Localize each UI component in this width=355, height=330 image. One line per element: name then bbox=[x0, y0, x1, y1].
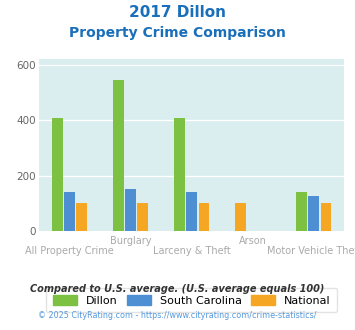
Text: Burglary: Burglary bbox=[110, 236, 151, 246]
Text: All Property Crime: All Property Crime bbox=[25, 246, 114, 256]
Text: Motor Vehicle Theft: Motor Vehicle Theft bbox=[267, 246, 355, 256]
Bar bbox=[296, 192, 307, 231]
Bar bbox=[174, 117, 185, 231]
Text: 2017 Dillon: 2017 Dillon bbox=[129, 5, 226, 20]
Text: Property Crime Comparison: Property Crime Comparison bbox=[69, 26, 286, 40]
Bar bbox=[308, 196, 319, 231]
Text: Compared to U.S. average. (U.S. average equals 100): Compared to U.S. average. (U.S. average … bbox=[30, 284, 325, 294]
Bar bbox=[137, 203, 148, 231]
Bar bbox=[113, 80, 124, 231]
Bar bbox=[64, 192, 75, 231]
Bar bbox=[52, 117, 63, 231]
Bar bbox=[76, 203, 87, 231]
Text: © 2025 CityRating.com - https://www.cityrating.com/crime-statistics/: © 2025 CityRating.com - https://www.city… bbox=[38, 311, 317, 320]
Bar bbox=[321, 203, 332, 231]
Text: Larceny & Theft: Larceny & Theft bbox=[153, 246, 231, 256]
Bar bbox=[125, 189, 136, 231]
Text: Arson: Arson bbox=[239, 236, 267, 246]
Bar bbox=[198, 203, 209, 231]
Bar bbox=[235, 203, 246, 231]
Legend: Dillon, South Carolina, National: Dillon, South Carolina, National bbox=[46, 288, 338, 313]
Bar bbox=[186, 192, 197, 231]
